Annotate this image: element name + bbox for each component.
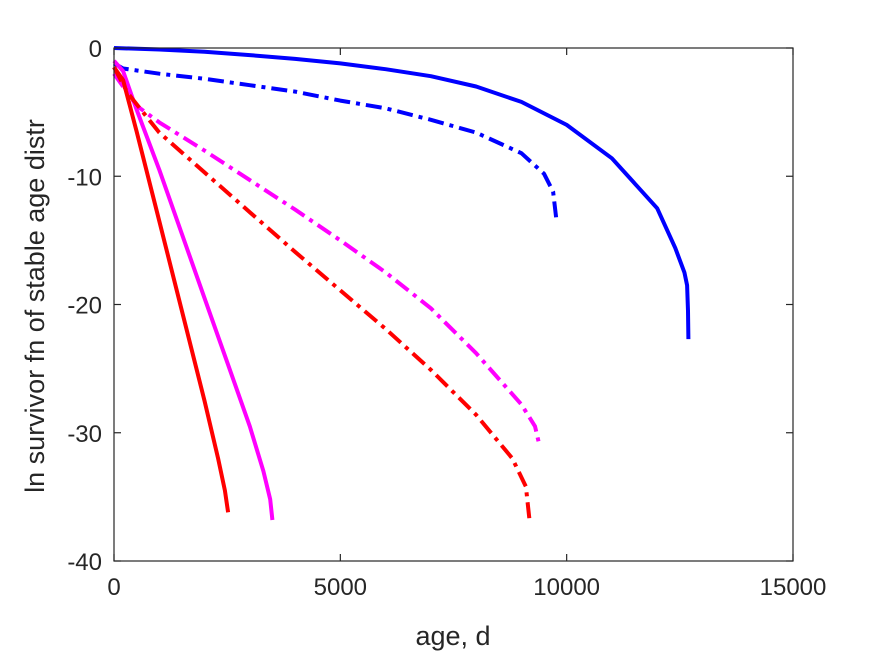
- x-tick-label: 0: [107, 574, 120, 601]
- x-axis-label: age, d: [415, 621, 490, 651]
- y-tick-label: 0: [89, 36, 102, 63]
- y-tick-label: -40: [67, 549, 102, 576]
- series-line-5: [112, 66, 231, 513]
- x-tick-label: 15000: [760, 574, 827, 601]
- x-tick-label: 10000: [533, 574, 600, 601]
- x-tick-label: 5000: [314, 574, 367, 601]
- tick-layer: 0 5000 10000 15000 0 -10 -20 -30 -40: [67, 36, 826, 601]
- plot-background: [114, 48, 793, 561]
- plot-area: [114, 48, 793, 561]
- series-layer: [112, 46, 691, 521]
- y-tick-label: -10: [67, 164, 102, 191]
- series-line-2: [113, 61, 559, 223]
- series-line-1: [113, 46, 691, 340]
- y-tick-label: -20: [67, 293, 102, 320]
- y-axis-label: ln survivor fn of stable age distr: [20, 119, 50, 493]
- series-line-6: [112, 66, 532, 521]
- y-tick-label: -30: [67, 421, 102, 448]
- series-line-4: [112, 72, 542, 447]
